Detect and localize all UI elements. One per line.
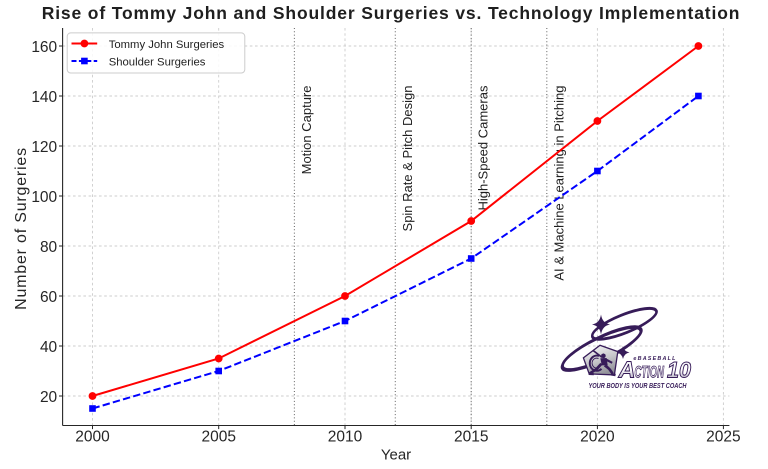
svg-text:40: 40 <box>40 339 58 356</box>
svg-text:20: 20 <box>40 389 58 406</box>
svg-text:2020: 2020 <box>580 429 615 446</box>
svg-text:2010: 2010 <box>328 429 363 446</box>
svg-text:120: 120 <box>31 139 57 156</box>
svg-text:A: A <box>618 357 636 383</box>
svg-text:Number of Surgeries: Number of Surgeries <box>13 147 30 310</box>
svg-text:60: 60 <box>40 289 58 306</box>
svg-text:eBASEBALL: eBASEBALL <box>633 356 676 362</box>
svg-text:2025: 2025 <box>706 429 740 446</box>
svg-text:100: 100 <box>31 189 57 206</box>
svg-text:2000: 2000 <box>75 429 110 446</box>
svg-text:Year: Year <box>381 447 411 464</box>
svg-text:AI & Machine Learning in Pitch: AI & Machine Learning in Pitching <box>551 86 566 281</box>
svg-text:160: 160 <box>31 39 57 56</box>
svg-text:Shoulder Surgeries: Shoulder Surgeries <box>109 56 206 68</box>
svg-text:140: 140 <box>31 89 57 106</box>
svg-text:Tommy John Surgeries: Tommy John Surgeries <box>109 39 225 51</box>
svg-text:2005: 2005 <box>201 429 235 446</box>
svg-text:YOUR BODY IS YOUR BEST COACH: YOUR BODY IS YOUR BEST COACH <box>589 383 688 390</box>
svg-text:Rise of Tommy John and Shoulde: Rise of Tommy John and Shoulder Surgerie… <box>42 3 741 23</box>
svg-text:CTION: CTION <box>635 364 665 382</box>
svg-text:Spin Rate & Pitch Design: Spin Rate & Pitch Design <box>400 86 415 232</box>
svg-text:10: 10 <box>667 358 692 383</box>
svg-text:Motion Capture: Motion Capture <box>299 86 314 175</box>
svg-text:80: 80 <box>40 239 58 256</box>
svg-text:High-Speed Cameras: High-Speed Cameras <box>476 85 491 211</box>
svg-text:2015: 2015 <box>454 429 488 446</box>
